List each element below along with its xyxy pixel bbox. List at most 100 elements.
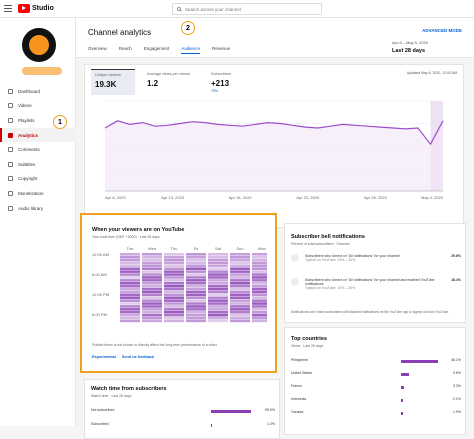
channel-name-redacted bbox=[22, 67, 62, 75]
tab-engagement[interactable]: Engagement bbox=[143, 46, 170, 51]
channel-avatar[interactable] bbox=[22, 28, 56, 62]
metric-unique-viewers[interactable]: Unique viewers 19.3K bbox=[91, 69, 135, 95]
metric-average-views[interactable]: Average views per viewer 1.2 bbox=[143, 69, 199, 95]
heatmap-cell bbox=[164, 267, 184, 270]
heatmap-cell bbox=[186, 316, 206, 320]
tab-reach[interactable]: Reach bbox=[118, 46, 132, 51]
heatmap-cell bbox=[120, 264, 140, 268]
heatmap-cell bbox=[252, 316, 267, 320]
sidebar-item-videos[interactable]: Videos bbox=[0, 99, 76, 114]
heatmap-cell bbox=[208, 296, 228, 299]
search-box[interactable] bbox=[172, 3, 322, 15]
heatmap-cell bbox=[208, 290, 228, 294]
x-tick-label: Apr 23, 2020 bbox=[296, 195, 320, 200]
watch-card-subtitle: Watch time · Last 28 days bbox=[91, 394, 132, 398]
sidebar-item-playlists[interactable]: Playlists bbox=[0, 113, 76, 128]
sidebar-item-comments[interactable]: Comments bbox=[0, 142, 76, 157]
heatmap-cell bbox=[252, 308, 267, 311]
heatmap-cell bbox=[186, 293, 206, 297]
heatmap-cell bbox=[252, 290, 267, 294]
bell-row-typical: Typical on YouTube: 15% – 30% bbox=[305, 258, 356, 262]
heatmap-cell bbox=[142, 287, 162, 291]
bell-row-text: Subscribers who turned on "All notificat… bbox=[305, 254, 400, 258]
send-feedback-link[interactable]: Send us feedback bbox=[121, 355, 155, 359]
hamburger-menu-icon[interactable] bbox=[4, 5, 12, 12]
metric-value: 1.2 bbox=[147, 79, 159, 88]
heatmap-cell bbox=[164, 305, 184, 308]
heatmap-cell bbox=[120, 316, 140, 320]
heatmap-cell bbox=[230, 293, 250, 297]
heatmap-cell bbox=[208, 270, 228, 273]
metric-subscribers[interactable]: Subscribers +213 75% bbox=[207, 69, 263, 95]
heatmap-cell bbox=[230, 279, 250, 282]
sidebar-item-label: Monetization bbox=[18, 190, 44, 196]
heatmap-cell bbox=[230, 302, 250, 305]
heatmap-cell bbox=[142, 305, 162, 308]
heatmap-cell bbox=[252, 305, 267, 308]
heatmap-cell bbox=[186, 270, 206, 273]
tab-audience[interactable]: Audience bbox=[181, 46, 201, 54]
heatmap-cell bbox=[120, 311, 140, 314]
heatmap-cell bbox=[186, 308, 206, 311]
heatmap-cell bbox=[252, 287, 267, 291]
heatmap-cell bbox=[186, 319, 206, 323]
heatmap-cell bbox=[186, 302, 206, 305]
sidebar-item-dashboard[interactable]: Dashboard bbox=[0, 84, 76, 99]
sidebar-nav: Dashboard Videos Playlists Analytics Comment… bbox=[0, 84, 76, 215]
sidebar-item-monetization[interactable]: Monetization bbox=[0, 186, 76, 201]
sidebar-item-label: Copyright bbox=[18, 176, 38, 182]
tab-overview[interactable]: Overview bbox=[88, 46, 107, 51]
heatmap-cell bbox=[186, 258, 206, 262]
heatmap-cell bbox=[164, 273, 184, 276]
heatmap-cell bbox=[142, 316, 162, 320]
heatmap-cell bbox=[186, 261, 206, 265]
sidebar: Dashboard Videos Playlists Analytics Comment… bbox=[0, 18, 76, 426]
heatmap-cell bbox=[142, 258, 162, 262]
sidebar-item-subtitles[interactable]: Subtitles bbox=[0, 157, 76, 172]
sidebar-item-label: Videos bbox=[18, 103, 32, 109]
heatmap-cell bbox=[142, 293, 162, 297]
heatmap-cell bbox=[230, 305, 250, 308]
heatmap-cell bbox=[230, 299, 250, 302]
date-range-select[interactable]: Last 28 days bbox=[392, 48, 426, 54]
heatmap-cell bbox=[142, 279, 162, 282]
x-tick-label: Apr 18, 2020 bbox=[229, 195, 253, 200]
country-name: Indonesia bbox=[291, 397, 307, 401]
heatmap-cell bbox=[120, 290, 140, 294]
countries-card-title: Top countries bbox=[291, 336, 327, 342]
viewer-heatmap: Tue Wed Thu Fri Sat Sun Mon 12:00 AM 6:00 AM 12:0… bbox=[92, 246, 267, 323]
countries-card-subtitle: Views · Last 28 days bbox=[291, 344, 324, 348]
heatmap-cell bbox=[164, 270, 184, 273]
heatmap-cell bbox=[142, 282, 162, 285]
tab-revenue[interactable]: Revenue bbox=[212, 46, 231, 51]
heatmap-cell bbox=[230, 255, 250, 259]
heatmap-cell bbox=[120, 270, 140, 273]
heatmap-cell bbox=[186, 253, 206, 256]
heatmap-cell bbox=[120, 302, 140, 305]
heatmap-cell bbox=[142, 267, 162, 270]
heatmap-cell bbox=[252, 253, 267, 256]
heatmap-cell bbox=[208, 302, 228, 305]
heatmap-cell bbox=[186, 305, 206, 308]
sidebar-item-audio-library[interactable]: Audio library bbox=[0, 201, 76, 216]
advanced-mode-button[interactable]: ADVANCED MODE bbox=[422, 28, 462, 33]
top-bar: Studio bbox=[0, 0, 474, 18]
search-input[interactable] bbox=[185, 6, 315, 12]
heatmap-cell bbox=[186, 264, 206, 268]
bell-row: Subscribers who turned on "All notificat… bbox=[291, 278, 461, 290]
sidebar-item-copyright[interactable]: Copyright bbox=[0, 172, 76, 187]
heatmap-cell bbox=[252, 302, 267, 305]
heatmap-cell bbox=[208, 273, 228, 276]
heatmap-cell bbox=[120, 319, 140, 323]
heatmap-cell bbox=[230, 261, 250, 265]
metric-label: Subscribers bbox=[211, 72, 232, 76]
heatmap-day-label: Wed bbox=[148, 246, 156, 251]
heatmap-cell bbox=[142, 296, 162, 299]
heatmap-cell bbox=[230, 270, 250, 273]
bell-icon bbox=[291, 254, 299, 262]
heatmap-cell bbox=[252, 319, 267, 323]
sidebar-item-analytics[interactable]: Analytics bbox=[0, 127, 76, 143]
studio-logo[interactable]: Studio bbox=[18, 4, 54, 13]
heatmap-cell bbox=[164, 276, 184, 279]
heatmap-cell bbox=[120, 273, 140, 276]
